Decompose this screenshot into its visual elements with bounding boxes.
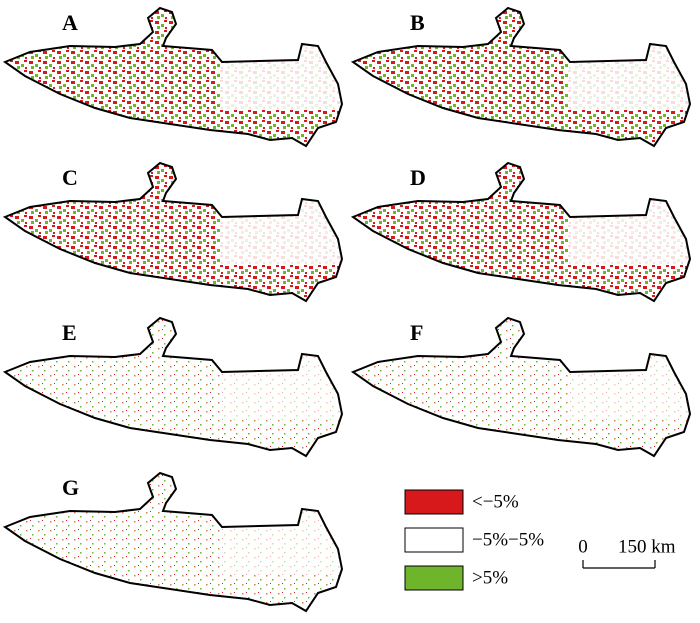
raster-blank: [220, 350, 342, 420]
map-panel: D: [352, 162, 691, 302]
panel-label: C: [62, 165, 78, 190]
legend-label: <−5%: [472, 491, 519, 512]
map-panel: C: [4, 162, 343, 302]
panel-label: D: [410, 165, 426, 190]
panel-label: E: [62, 320, 77, 345]
legend-label: −5%−5%: [472, 529, 544, 550]
map-panel: F: [352, 317, 691, 457]
legend-swatch: [404, 565, 464, 591]
map-panel: A: [4, 7, 343, 147]
legend-label: >5%: [472, 567, 508, 588]
raster-blank: [220, 505, 342, 575]
panel-label: A: [62, 10, 78, 35]
scale-end: 150 km: [618, 536, 676, 557]
panel-label: G: [62, 475, 79, 500]
raster-blank: [568, 40, 690, 110]
scale-start: 0: [578, 536, 588, 557]
raster-blank: [220, 40, 342, 110]
panel-label: F: [410, 320, 423, 345]
legend-swatch: [404, 527, 464, 553]
raster-blank: [220, 195, 342, 265]
raster-blank: [568, 350, 690, 420]
map-panel: G: [4, 472, 343, 612]
raster-blank: [568, 195, 690, 265]
legend-swatch: [404, 489, 464, 515]
map-panel: B: [352, 7, 691, 147]
panel-label: B: [410, 10, 425, 35]
map-panel: E: [4, 317, 343, 457]
